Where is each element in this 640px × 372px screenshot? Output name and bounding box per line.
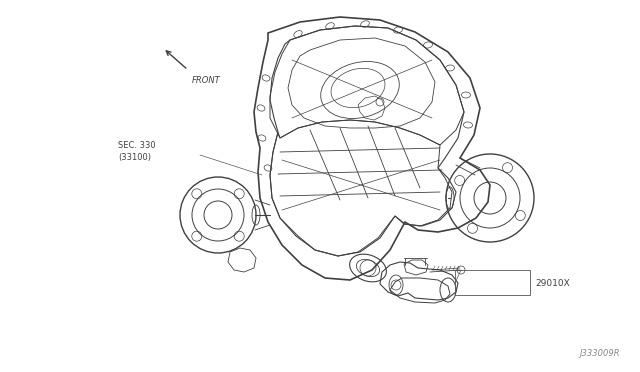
Text: 29010X: 29010X (535, 279, 570, 288)
Text: FRONT: FRONT (192, 76, 221, 85)
Text: J333009R: J333009R (579, 349, 620, 358)
Text: SEC. 330: SEC. 330 (118, 141, 156, 150)
Text: (33100): (33100) (118, 153, 151, 162)
Bar (455, 270, 530, 295)
